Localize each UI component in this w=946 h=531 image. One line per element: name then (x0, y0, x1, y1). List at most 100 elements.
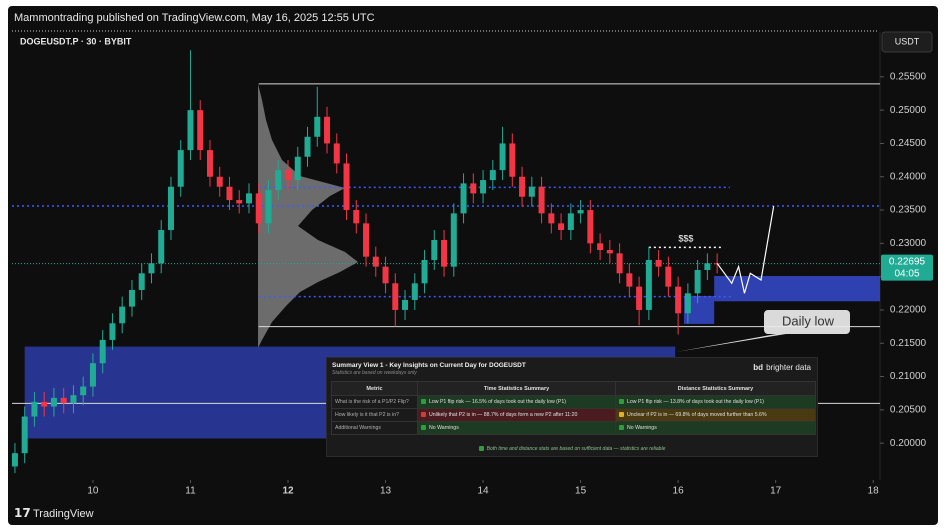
y-tick-label: 0.23000 (890, 238, 927, 249)
x-tick-label: 18 (868, 486, 880, 497)
table-subtitle: Statistics are based on weekdays only (332, 370, 417, 376)
candle-body (509, 143, 516, 177)
candle-body (450, 213, 457, 267)
candle-body (99, 339, 106, 364)
tradingview-logo: 𝟭𝟳 TradingView (14, 506, 94, 520)
stat-text: Low P1 flip risk — 16.5% of days took ou… (429, 399, 566, 405)
stat-cell: Unclear if P2 is in — 69.8% of days move… (615, 408, 816, 422)
candle-body (41, 401, 48, 407)
candle-body (236, 200, 243, 204)
metric-cell: What is the risk of a P1/P2 Flip? (331, 395, 418, 409)
candle-body (255, 193, 262, 224)
candle-body (128, 289, 135, 307)
candle-body (119, 306, 126, 324)
candle-body (606, 250, 613, 254)
candle-body (363, 223, 370, 257)
price-tag-label: 0.22695 (889, 256, 926, 267)
candle-body (167, 186, 174, 231)
x-tick-label: 10 (87, 486, 99, 497)
candle-body (197, 110, 204, 151)
candle-body (489, 170, 496, 181)
volume-profile (258, 84, 358, 348)
candle-body (538, 186, 545, 214)
candle-body (333, 143, 340, 164)
stat-text: Unclear if P2 is in — 69.8% of days move… (627, 412, 767, 418)
candle-body (89, 363, 96, 387)
x-tick-label: 15 (575, 486, 587, 497)
y-tick-label: 0.25000 (890, 105, 927, 116)
header-cell: Time Statistics Summary (417, 381, 616, 396)
stat-cell: Low P1 flip risk — 13.8% of days took ou… (615, 395, 816, 409)
candle-body (684, 293, 691, 314)
header-cell: Metric (331, 381, 418, 396)
icon-check (421, 425, 426, 430)
candle-body (587, 210, 594, 244)
candle-body (460, 183, 467, 214)
footer-text: Both time and distance stats are based o… (486, 446, 666, 452)
candle-body (294, 156, 301, 181)
candle-body (636, 286, 643, 310)
candle-body (382, 266, 389, 284)
liquidity-label: $$$ (678, 234, 693, 244)
candle-body (567, 213, 574, 231)
brand: bd brighter data (753, 363, 811, 372)
candle-body (60, 397, 67, 404)
projection-path (716, 205, 775, 294)
candle-body (109, 323, 116, 340)
candle-body (324, 116, 331, 144)
candle-body (50, 397, 57, 407)
candle-body (138, 273, 145, 290)
candle-body (21, 416, 28, 454)
stat-cell: No Warnings (615, 421, 816, 435)
summary-table: Summary View 1 - Key Insights on Current… (326, 357, 818, 457)
x-tick-label: 17 (770, 486, 782, 497)
candle-body (694, 269, 701, 294)
candle-body (343, 163, 350, 211)
candle-body (206, 150, 213, 177)
y-tick-label: 0.24500 (890, 138, 927, 149)
logo-mark: 𝟭𝟳 (14, 506, 31, 520)
candle-body (372, 256, 379, 267)
logo-text: TradingView (33, 508, 94, 520)
y-tick-label: 0.22000 (890, 305, 927, 316)
currency-box[interactable] (881, 31, 933, 53)
currency: USDT (895, 36, 920, 46)
stat-cell: No Warnings (417, 421, 616, 435)
candle-body (597, 243, 604, 251)
row: What is the risk of a P1/P2 Flip? Low P1… (331, 395, 816, 409)
icon-check (619, 425, 624, 430)
candle-body (353, 210, 360, 224)
candle-body (80, 386, 87, 396)
candle-body (402, 299, 409, 310)
candle-body (577, 210, 584, 214)
row: Additional Warnings No Warnings No Warni… (331, 421, 816, 435)
x-tick-label: 16 (673, 486, 685, 497)
candle-body (304, 136, 311, 157)
y-tick-label: 0.24000 (890, 171, 927, 182)
metric-cell: How likely is it that P2 is in? (331, 408, 418, 422)
stat-text: Low P1 flip risk — 13.8% of days took ou… (627, 399, 764, 405)
candle-body (499, 143, 506, 171)
stat-cell: Unlikely that P2 is in — 88.7% of days f… (417, 408, 616, 422)
icon-check (478, 446, 484, 451)
stat-text: Unlikely that P2 is in — 88.7% of days f… (429, 412, 578, 418)
candle-body (480, 180, 487, 194)
candle-body (314, 116, 321, 137)
candle-body (626, 273, 633, 287)
candle-body (665, 266, 672, 287)
candle-body (519, 176, 526, 197)
icon-cross (421, 412, 426, 417)
candle-body (392, 283, 399, 310)
candle-body (431, 240, 438, 260)
candle-body (645, 259, 652, 310)
x-tick-label: 14 (477, 486, 489, 497)
candle-body (226, 186, 233, 201)
y-tick-label: 0.20500 (890, 405, 927, 416)
candle-body (285, 170, 292, 181)
candle-body (441, 240, 448, 267)
candle-body (421, 259, 428, 284)
candle-body (470, 183, 477, 194)
y-tick-label: 0.25500 (890, 71, 927, 82)
candle-body (11, 453, 18, 467)
